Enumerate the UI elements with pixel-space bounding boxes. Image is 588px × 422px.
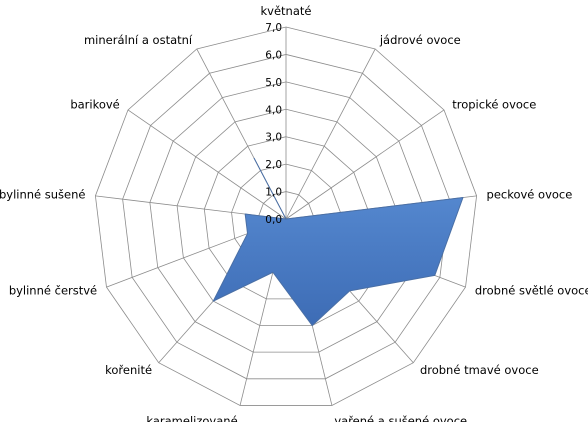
- tick-label: 0,0: [265, 214, 282, 226]
- tick-label: 7,0: [265, 22, 282, 34]
- tick-label: 4,0: [265, 104, 282, 116]
- grid-ring: [176, 108, 396, 326]
- spoke-line: [285, 109, 445, 220]
- radial-axis-ticks: 0,0 1,0 2,0 3,0 4,0 5,0 6,0 7,0: [265, 22, 282, 226]
- category-label: vařené a sušené ovoce: [334, 414, 467, 422]
- tick-label: 6,0: [265, 49, 282, 61]
- category-label: kořenité: [105, 363, 152, 377]
- category-label: karamelizované: [146, 414, 237, 422]
- grid-ring: [122, 54, 450, 380]
- tick-label: 5,0: [265, 77, 282, 89]
- series-area: [212, 157, 464, 327]
- category-label: květnaté: [261, 4, 312, 18]
- tick-label: 2,0: [265, 159, 282, 171]
- category-label: barikové: [70, 97, 119, 111]
- category-label: drobné tmavé ovoce: [420, 363, 539, 377]
- category-label: peckové ovoce: [487, 188, 573, 202]
- category-label: bylinné sušené: [0, 188, 85, 202]
- grid-ring: [149, 81, 423, 353]
- spoke-line: [285, 48, 376, 220]
- tick-label: 1,0: [265, 187, 282, 199]
- category-label: minerální a ostatní: [84, 33, 193, 47]
- category-labels: květnaté jádrové ovoce tropické ovoce pecko…: [0, 4, 588, 422]
- tick-label: 3,0: [265, 132, 282, 144]
- data-series: [212, 157, 464, 327]
- grid-ring: [94, 26, 478, 406]
- spoke-line: [127, 109, 287, 220]
- category-label: bylinné čerstvé: [9, 284, 97, 298]
- category-label: tropické ovoce: [452, 97, 536, 111]
- category-label: jádrové ovoce: [379, 33, 461, 47]
- grid-ring: [203, 136, 369, 300]
- category-label: drobné světlé ovoce: [475, 284, 588, 298]
